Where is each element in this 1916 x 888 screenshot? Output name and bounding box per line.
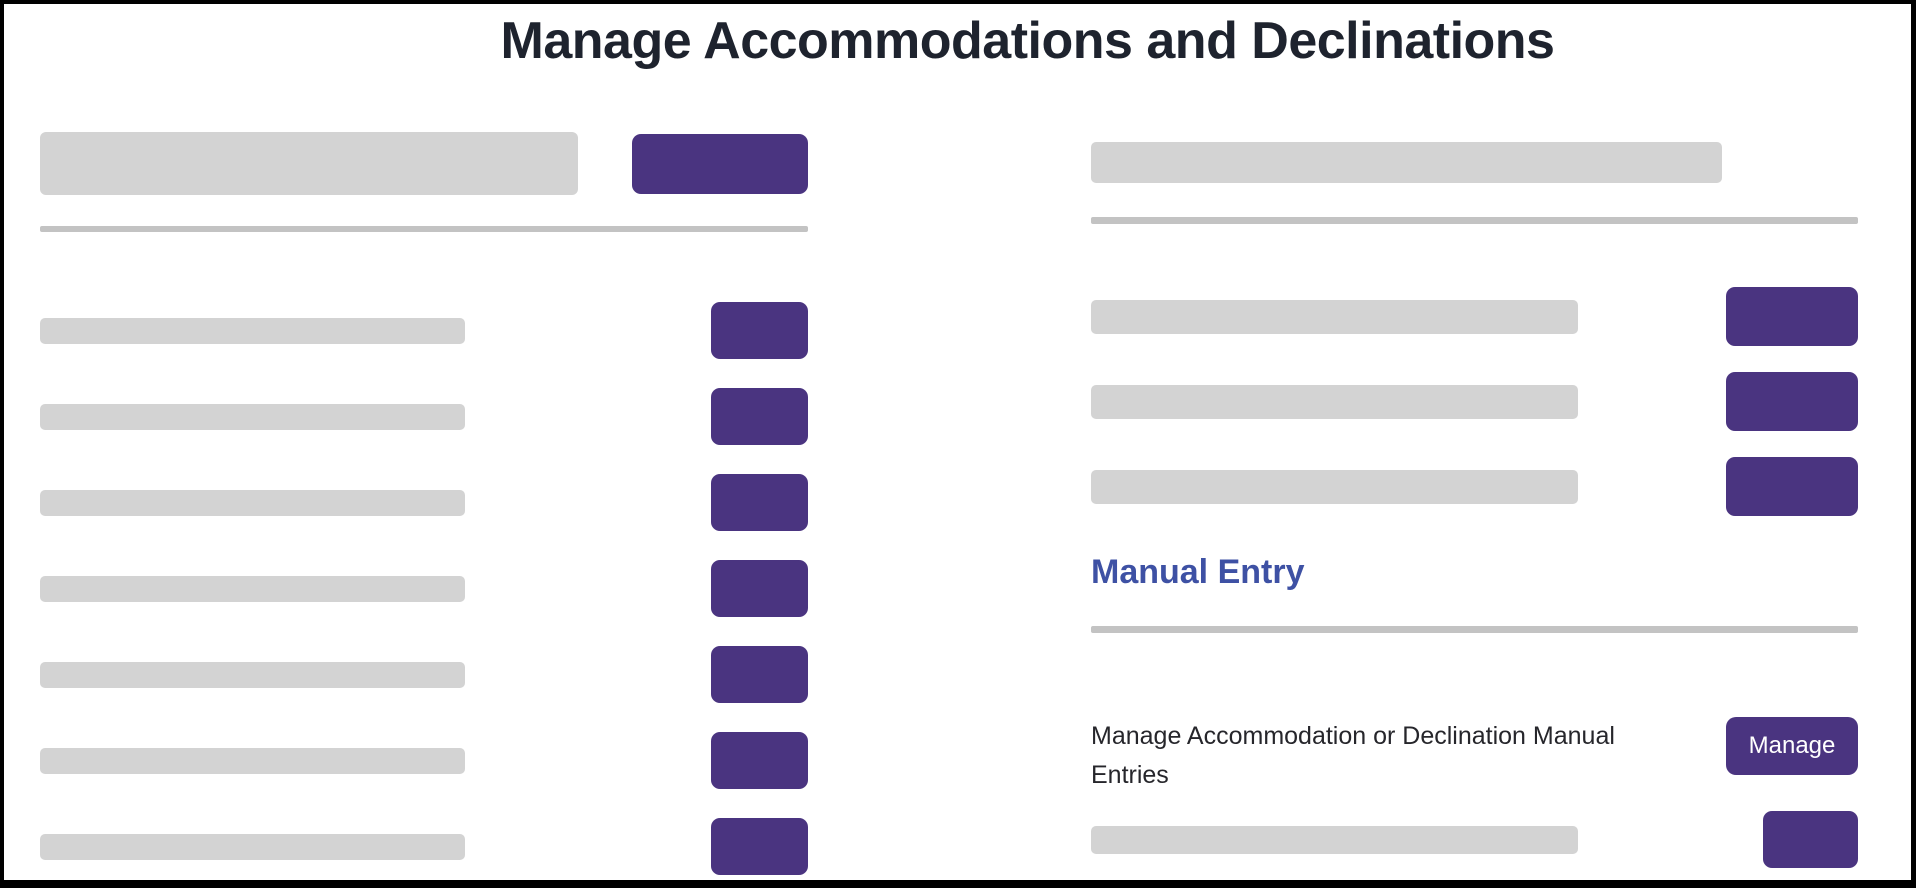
row-action-button[interactable] bbox=[1726, 287, 1858, 346]
list-item bbox=[40, 732, 808, 789]
left-panel bbox=[40, 132, 808, 875]
list-item bbox=[40, 646, 808, 703]
header-action-button[interactable] bbox=[632, 133, 808, 194]
row-action-button[interactable] bbox=[1726, 457, 1858, 516]
manual-entry-heading: Manual Entry bbox=[1091, 553, 1305, 591]
manual-entry-row: Manage Accommodation or Declination Manu… bbox=[1091, 717, 1858, 795]
placeholder-bar bbox=[40, 489, 465, 516]
bottom-action-button[interactable] bbox=[1763, 811, 1858, 868]
placeholder-bar bbox=[1091, 469, 1578, 504]
row-action-button[interactable] bbox=[711, 560, 808, 617]
row-action-button[interactable] bbox=[711, 302, 808, 359]
right-panel-rows bbox=[1091, 287, 1858, 516]
placeholder-bar bbox=[40, 747, 465, 774]
list-item bbox=[40, 560, 808, 617]
row-action-button[interactable] bbox=[711, 732, 808, 789]
bottom-row bbox=[1091, 811, 1858, 868]
header-placeholder-bar bbox=[40, 132, 578, 195]
placeholder-bar bbox=[40, 317, 465, 344]
right-header-placeholder-bar bbox=[1091, 142, 1722, 183]
row-action-button[interactable] bbox=[711, 474, 808, 531]
left-panel-rows bbox=[40, 302, 808, 875]
placeholder-bar bbox=[1091, 299, 1578, 334]
list-item bbox=[40, 818, 808, 875]
list-item bbox=[40, 388, 808, 445]
placeholder-bar bbox=[40, 833, 465, 860]
placeholder-bar bbox=[40, 575, 465, 602]
section-divider bbox=[1091, 626, 1858, 633]
right-panel: Manual Entry Manage Accommodation or Dec… bbox=[1091, 142, 1858, 868]
section-divider bbox=[1091, 217, 1858, 224]
placeholder-bar bbox=[40, 661, 465, 688]
row-action-button[interactable] bbox=[1726, 372, 1858, 431]
placeholder-bar bbox=[40, 403, 465, 430]
section-divider bbox=[40, 226, 808, 232]
row-action-button[interactable] bbox=[711, 818, 808, 875]
left-panel-header bbox=[40, 132, 808, 195]
row-action-button[interactable] bbox=[711, 646, 808, 703]
list-item bbox=[1091, 287, 1858, 346]
placeholder-bar bbox=[1091, 825, 1578, 854]
row-action-button[interactable] bbox=[711, 388, 808, 445]
list-item bbox=[40, 474, 808, 531]
placeholder-bar bbox=[1091, 384, 1578, 419]
list-item bbox=[1091, 457, 1858, 516]
manage-button[interactable]: Manage bbox=[1726, 717, 1858, 775]
page-title: Manage Accommodations and Declinations bbox=[500, 12, 1555, 70]
list-item bbox=[1091, 372, 1858, 431]
manual-entry-description: Manage Accommodation or Declination Manu… bbox=[1091, 722, 1615, 789]
list-item bbox=[40, 302, 808, 359]
